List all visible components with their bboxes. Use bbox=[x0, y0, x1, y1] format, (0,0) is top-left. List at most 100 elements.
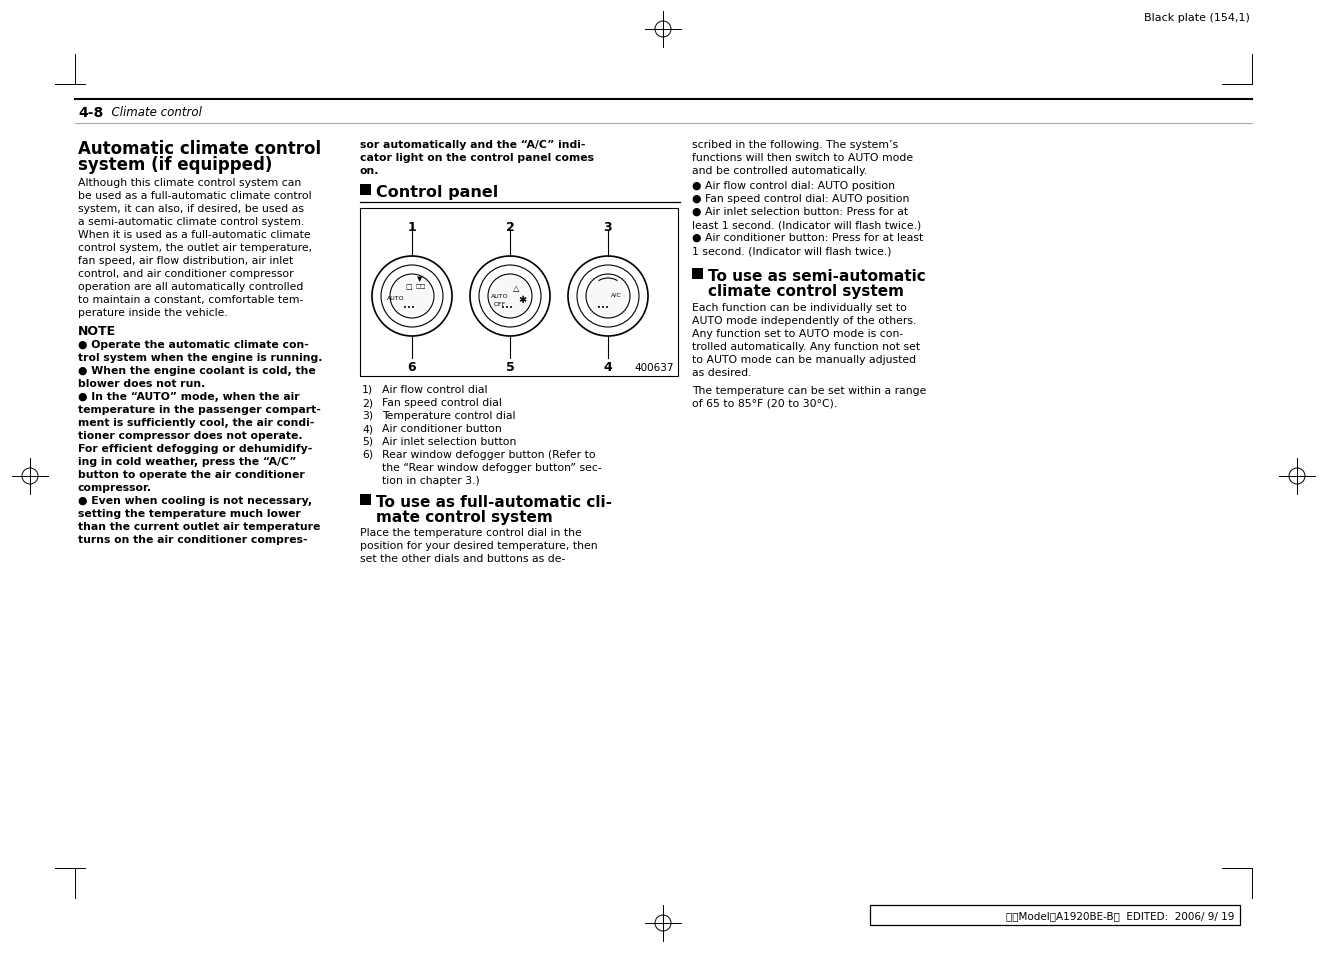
Circle shape bbox=[490, 276, 529, 316]
Text: Air inlet selection button: Air inlet selection button bbox=[382, 436, 516, 447]
Text: When it is used as a full-automatic climate: When it is used as a full-automatic clim… bbox=[78, 230, 311, 240]
Text: to maintain a constant, comfortable tem-: to maintain a constant, comfortable tem- bbox=[78, 294, 304, 305]
Text: ment is sufficiently cool, the air condi-: ment is sufficiently cool, the air condi… bbox=[78, 417, 314, 428]
Text: Black plate (154,1): Black plate (154,1) bbox=[1144, 13, 1250, 23]
Text: A/C: A/C bbox=[610, 293, 621, 297]
Text: Although this climate control system can: Although this climate control system can bbox=[78, 178, 301, 188]
Text: To use as full-automatic cli-: To use as full-automatic cli- bbox=[376, 495, 612, 510]
Text: control, and air conditioner compressor: control, and air conditioner compressor bbox=[78, 269, 293, 278]
Text: 1 second. (Indicator will flash twice.): 1 second. (Indicator will flash twice.) bbox=[691, 246, 892, 255]
Text: Each function can be individually set to: Each function can be individually set to bbox=[691, 303, 906, 313]
Text: AUTO: AUTO bbox=[491, 294, 508, 299]
Text: □: □ bbox=[406, 284, 413, 290]
Text: 400637: 400637 bbox=[634, 363, 674, 373]
Text: be used as a full-automatic climate control: be used as a full-automatic climate cont… bbox=[78, 191, 312, 201]
Text: temperature in the passenger compart-: temperature in the passenger compart- bbox=[78, 405, 321, 415]
Text: ● Air flow control dial: AUTO position: ● Air flow control dial: AUTO position bbox=[691, 181, 894, 191]
Text: 北米ModelＢA1920BE-B＂  EDITED:  2006/ 9/ 19: 北米ModelＢA1920BE-B＂ EDITED: 2006/ 9/ 19 bbox=[1006, 910, 1234, 920]
Text: Place the temperature control dial in the: Place the temperature control dial in th… bbox=[360, 527, 581, 537]
Text: △: △ bbox=[512, 284, 519, 294]
Text: Control panel: Control panel bbox=[376, 185, 498, 200]
Text: ▼: ▼ bbox=[417, 275, 423, 282]
Text: Any function set to AUTO mode is con-: Any function set to AUTO mode is con- bbox=[691, 329, 904, 338]
Text: AUTO mode independently of the others.: AUTO mode independently of the others. bbox=[691, 315, 917, 326]
Text: setting the temperature much lower: setting the temperature much lower bbox=[78, 509, 301, 518]
Text: ✱: ✱ bbox=[518, 294, 525, 305]
Text: position for your desired temperature, then: position for your desired temperature, t… bbox=[360, 540, 597, 551]
Text: system (if equipped): system (if equipped) bbox=[78, 156, 272, 173]
Text: ● In the “AUTO” mode, when the air: ● In the “AUTO” mode, when the air bbox=[78, 392, 300, 401]
Text: and be controlled automatically.: and be controlled automatically. bbox=[691, 166, 868, 175]
Bar bbox=[360, 185, 372, 195]
Text: of 65 to 85°F (20 to 30°C).: of 65 to 85°F (20 to 30°C). bbox=[691, 398, 837, 409]
Circle shape bbox=[391, 276, 433, 316]
Bar bbox=[871, 905, 1239, 925]
Text: Temperature control dial: Temperature control dial bbox=[382, 411, 515, 420]
Text: ● Air inlet selection button: Press for at: ● Air inlet selection button: Press for … bbox=[691, 207, 908, 216]
Text: ● Air conditioner button: Press for at least: ● Air conditioner button: Press for at l… bbox=[691, 233, 924, 243]
Text: 6): 6) bbox=[362, 450, 373, 459]
Text: □□: □□ bbox=[415, 284, 426, 289]
Text: To use as semi-automatic: To use as semi-automatic bbox=[709, 269, 926, 284]
Text: 3: 3 bbox=[604, 221, 612, 233]
Text: set the other dials and buttons as de-: set the other dials and buttons as de- bbox=[360, 554, 565, 563]
Text: ● When the engine coolant is cold, the: ● When the engine coolant is cold, the bbox=[78, 366, 316, 375]
Text: a semi-automatic climate control system.: a semi-automatic climate control system. bbox=[78, 216, 304, 227]
Text: Air flow control dial: Air flow control dial bbox=[382, 385, 487, 395]
Text: functions will then switch to AUTO mode: functions will then switch to AUTO mode bbox=[691, 152, 913, 163]
Text: perature inside the vehicle.: perature inside the vehicle. bbox=[78, 308, 228, 317]
Bar bbox=[360, 495, 372, 505]
Text: ● Even when cooling is not necessary,: ● Even when cooling is not necessary, bbox=[78, 496, 312, 505]
Text: 5): 5) bbox=[362, 436, 373, 447]
Text: blower does not run.: blower does not run. bbox=[78, 378, 206, 389]
Text: operation are all automatically controlled: operation are all automatically controll… bbox=[78, 282, 304, 292]
Text: •••: ••• bbox=[403, 305, 415, 311]
Text: ● Operate the automatic climate con-: ● Operate the automatic climate con- bbox=[78, 339, 309, 350]
Text: the “Rear window defogger button” sec-: the “Rear window defogger button” sec- bbox=[382, 462, 601, 473]
Text: trolled automatically. Any function not set: trolled automatically. Any function not … bbox=[691, 341, 920, 352]
Bar bbox=[360, 209, 678, 376]
Text: cator light on the control panel comes: cator light on the control panel comes bbox=[360, 152, 594, 163]
Text: control system, the outlet air temperature,: control system, the outlet air temperatu… bbox=[78, 243, 312, 253]
Text: Fan speed control dial: Fan speed control dial bbox=[382, 397, 502, 408]
Text: on.: on. bbox=[360, 166, 380, 175]
Text: 1): 1) bbox=[362, 385, 373, 395]
Text: turns on the air conditioner compres-: turns on the air conditioner compres- bbox=[78, 535, 308, 544]
Text: scribed in the following. The system’s: scribed in the following. The system’s bbox=[691, 140, 898, 150]
Text: compressor.: compressor. bbox=[78, 482, 153, 493]
Text: system, it can also, if desired, be used as: system, it can also, if desired, be used… bbox=[78, 204, 304, 213]
Text: as desired.: as desired. bbox=[691, 368, 751, 377]
Text: sor automatically and the “A/C” indi-: sor automatically and the “A/C” indi- bbox=[360, 140, 585, 150]
Text: 1: 1 bbox=[407, 221, 417, 233]
Text: 4: 4 bbox=[604, 360, 612, 374]
Text: 2): 2) bbox=[362, 397, 373, 408]
Text: button to operate the air conditioner: button to operate the air conditioner bbox=[78, 470, 305, 479]
Text: tion in chapter 3.): tion in chapter 3.) bbox=[382, 476, 480, 485]
Text: than the current outlet air temperature: than the current outlet air temperature bbox=[78, 521, 320, 532]
Text: •••: ••• bbox=[597, 305, 609, 311]
Text: The temperature can be set within a range: The temperature can be set within a rang… bbox=[691, 386, 926, 395]
Text: AUTO: AUTO bbox=[387, 295, 405, 300]
Circle shape bbox=[588, 276, 628, 316]
Text: tioner compressor does not operate.: tioner compressor does not operate. bbox=[78, 431, 303, 440]
Text: 3): 3) bbox=[362, 411, 373, 420]
Text: least 1 second. (Indicator will flash twice.): least 1 second. (Indicator will flash tw… bbox=[691, 220, 921, 230]
Text: OFF: OFF bbox=[494, 302, 506, 307]
Text: to AUTO mode can be manually adjusted: to AUTO mode can be manually adjusted bbox=[691, 355, 916, 365]
Bar bbox=[691, 269, 703, 280]
Text: ing in cold weather, press the “A/C”: ing in cold weather, press the “A/C” bbox=[78, 456, 296, 467]
Text: For efficient defogging or dehumidify-: For efficient defogging or dehumidify- bbox=[78, 443, 312, 454]
Text: •••: ••• bbox=[502, 305, 514, 311]
Text: mate control system: mate control system bbox=[376, 510, 553, 524]
Text: Automatic climate control: Automatic climate control bbox=[78, 140, 321, 158]
Text: 4): 4) bbox=[362, 423, 373, 434]
Text: 2: 2 bbox=[506, 221, 515, 233]
Text: Climate control: Climate control bbox=[104, 107, 202, 119]
Text: trol system when the engine is running.: trol system when the engine is running. bbox=[78, 353, 322, 363]
Text: NOTE: NOTE bbox=[78, 325, 117, 337]
Text: 5: 5 bbox=[506, 360, 515, 374]
Text: Rear window defogger button (Refer to: Rear window defogger button (Refer to bbox=[382, 450, 596, 459]
Text: fan speed, air flow distribution, air inlet: fan speed, air flow distribution, air in… bbox=[78, 255, 293, 266]
Text: 6: 6 bbox=[407, 360, 417, 374]
Text: 4-8: 4-8 bbox=[78, 106, 104, 120]
